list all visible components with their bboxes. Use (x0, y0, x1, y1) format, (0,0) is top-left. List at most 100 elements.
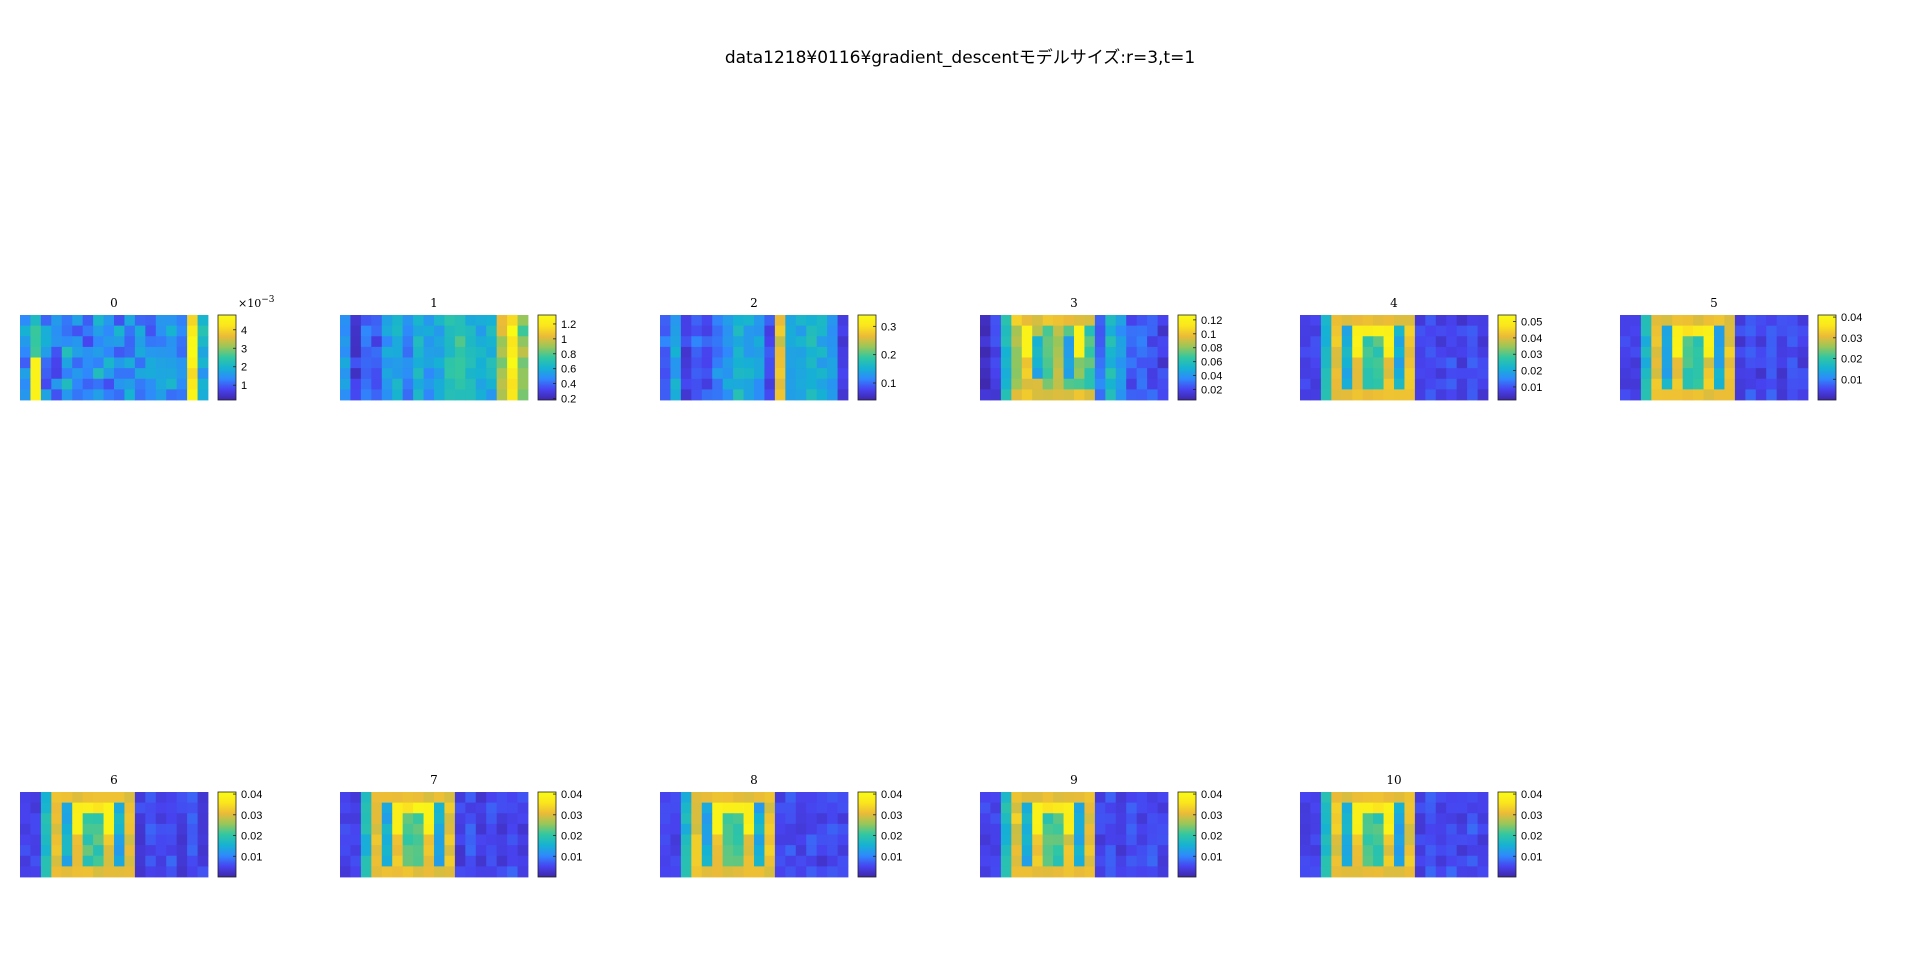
subplot-8: 80.010.020.030.04 (660, 773, 902, 878)
heatmap-cell (1115, 792, 1127, 804)
heatmap-cell (1084, 855, 1096, 867)
heatmap-cell (1084, 368, 1096, 380)
heatmap-cell (1136, 357, 1148, 369)
heatmap-cell (1477, 336, 1489, 348)
heatmap-cell (1310, 315, 1322, 327)
heatmap-cell (1734, 336, 1746, 348)
heatmap-cell (764, 855, 776, 867)
heatmap-cell (166, 845, 178, 857)
heatmap-cell (827, 792, 838, 804)
heatmap-cell (1435, 357, 1447, 369)
heatmap-cell (30, 346, 42, 358)
heatmap-cell (134, 845, 146, 857)
heatmap-cell (30, 855, 42, 867)
heatmap-cell (1011, 357, 1023, 369)
heatmap-cell (30, 378, 42, 390)
heatmap-cell (764, 357, 776, 369)
heatmap-cell (980, 834, 991, 846)
heatmap-cell (1404, 325, 1416, 337)
heatmap-cell (1435, 855, 1447, 867)
heatmap-cell (816, 834, 828, 846)
heatmap-cell (1425, 325, 1437, 337)
heatmap-cell (145, 389, 157, 401)
heatmap-cell (1787, 346, 1798, 358)
heatmap-cell (40, 346, 52, 358)
heatmap-cell (20, 357, 31, 369)
heatmap-cell (1063, 792, 1075, 804)
heatmap-cell (1766, 346, 1778, 358)
heatmap-cell (1053, 346, 1064, 358)
heatmap-cell (454, 866, 466, 878)
heatmap-cell (764, 378, 776, 390)
colorbar-tick-label: 0.04 (1841, 312, 1862, 324)
heatmap-cell (1755, 315, 1767, 327)
heatmap-cell (1157, 802, 1169, 814)
heatmap-cell (51, 823, 63, 835)
heatmap-cell (124, 315, 136, 327)
heatmap-cell (1000, 357, 1012, 369)
heatmap-cell (381, 855, 393, 867)
colorbar-tick-label: 0.8 (561, 349, 576, 361)
heatmap-cell (764, 325, 776, 337)
heatmap-cell (1787, 389, 1798, 401)
heatmap-cell (990, 315, 1002, 327)
heatmap-cell (1467, 378, 1478, 390)
heatmap-cell (402, 866, 414, 878)
heatmap-cell (806, 834, 818, 846)
heatmap-cell (486, 325, 498, 337)
heatmap-cell (360, 834, 372, 846)
heatmap-cell (1115, 368, 1127, 380)
heatmap-cell (670, 792, 682, 804)
heatmap-cell (1352, 813, 1364, 825)
heatmap-cell (402, 813, 414, 825)
heatmap-cell (1320, 336, 1332, 348)
heatmap-cell (496, 845, 508, 857)
heatmap-cell (1383, 834, 1395, 846)
heatmap-cell (1341, 325, 1353, 337)
heatmap-cell (444, 792, 456, 804)
heatmap-cell (1000, 325, 1012, 337)
heatmap-cell (754, 802, 765, 814)
heatmap-cell (350, 855, 362, 867)
heatmap-cell (1136, 368, 1148, 380)
heatmap-cell (20, 855, 31, 867)
heatmap-cell (30, 792, 42, 804)
heatmap-cell (1714, 346, 1725, 358)
heatmap-cell (1755, 325, 1767, 337)
heatmap-cell (980, 802, 991, 814)
heatmap-cell (1310, 357, 1322, 369)
heatmap-cell (1042, 792, 1054, 804)
heatmap-cell (1136, 813, 1148, 825)
heatmap-cell (1331, 813, 1343, 825)
heatmap-cell (475, 357, 487, 369)
heatmap-cell (1011, 368, 1023, 380)
subplot-title: 1 (430, 296, 438, 310)
heatmap-cell (806, 792, 818, 804)
heatmap-cell (1063, 823, 1075, 835)
heatmap-cell (827, 336, 838, 348)
heatmap-cell (1136, 389, 1148, 401)
heatmap-cell (701, 336, 713, 348)
heatmap-cell (507, 866, 518, 878)
heatmap-cell (413, 802, 424, 814)
heatmap-cell (134, 792, 146, 804)
heatmap-cell (444, 855, 456, 867)
heatmap-cell (1435, 389, 1447, 401)
heatmap-cell (124, 389, 136, 401)
heatmap-cell (743, 823, 755, 835)
heatmap-cell (1682, 368, 1694, 380)
heatmap-cell (392, 346, 404, 358)
heatmap-cell (166, 378, 178, 390)
heatmap-cell (1032, 855, 1044, 867)
colorbar-tick-label: 0.4 (561, 379, 576, 391)
heatmap-cell (660, 866, 671, 878)
heatmap-cell (1734, 368, 1746, 380)
heatmap-cell (1136, 834, 1148, 846)
heatmap-cell (40, 855, 52, 867)
heatmap-cell (1776, 368, 1788, 380)
heatmap-cell (754, 792, 765, 804)
colorbar-tick-label: 0.08 (1201, 343, 1222, 355)
subplot-title: 10 (1386, 773, 1401, 787)
heatmap-cell (712, 368, 724, 380)
heatmap-cell (660, 325, 671, 337)
